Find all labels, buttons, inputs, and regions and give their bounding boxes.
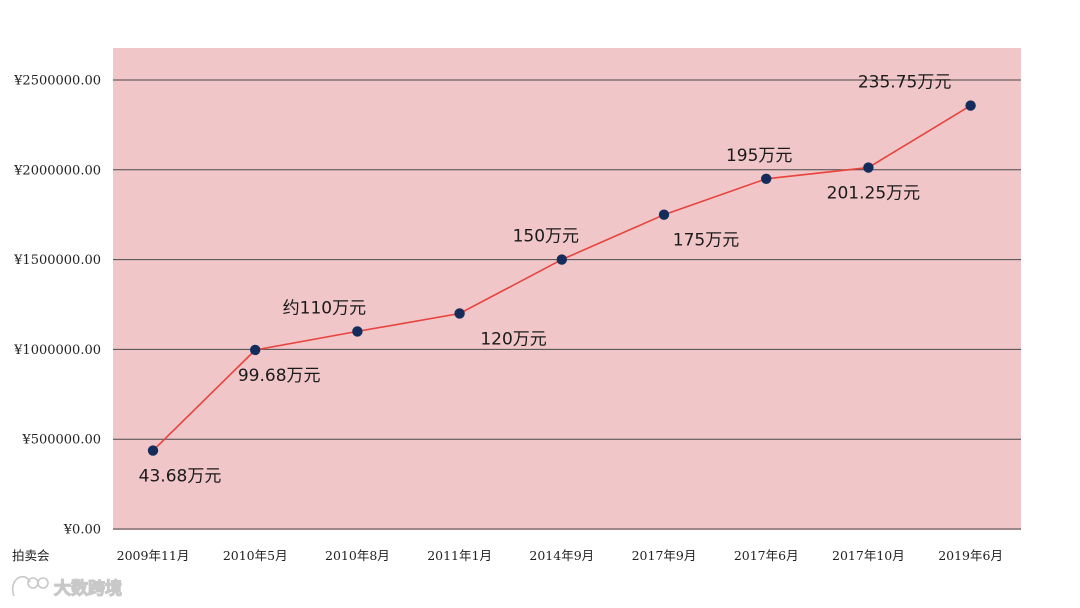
data-points: [147, 100, 976, 456]
x-tick-label: 2017年9月: [632, 548, 697, 563]
data-label: 99.68万元: [238, 366, 321, 386]
y-axis-ticks: ¥0.00 ¥500000.00 ¥1000000.00 ¥1500000.00 ¥20…: [13, 74, 101, 538]
x-tick-label: 2009年11月: [117, 548, 190, 563]
y-tick-label: ¥500000.00: [21, 433, 101, 448]
x-tick-label: 2017年6月: [734, 548, 799, 563]
data-label: 约110万元: [283, 298, 366, 318]
data-labels: 43.68万元 99.68万元 约110万元 120万元 150万元 175万元 195万元…: [139, 73, 952, 487]
data-label: 43.68万元: [139, 467, 222, 487]
data-label: 195万元: [726, 146, 792, 166]
data-label: 201.25万元: [827, 184, 920, 204]
x-tick-label: 2011年1月: [427, 548, 492, 563]
plot-area: [113, 48, 1021, 530]
data-point: [250, 344, 261, 356]
data-point: [556, 254, 567, 265]
data-point: [352, 326, 363, 337]
x-tick-label: 2014年9月: [529, 548, 594, 563]
data-label: 120万元: [480, 329, 546, 349]
x-tick-label: 2010年8月: [325, 548, 390, 563]
data-label: 175万元: [673, 231, 739, 251]
watermark-text: 大数跨境: [54, 578, 122, 599]
gridlines: [113, 79, 1021, 530]
x-tick-label: 2017年10月: [832, 548, 905, 563]
y-tick-label: ¥2000000.00: [13, 163, 101, 178]
y-tick-label: ¥0.00: [63, 523, 101, 538]
data-label: 150万元: [513, 227, 579, 247]
data-point: [454, 308, 465, 319]
data-label: 235.75万元: [858, 73, 951, 93]
y-tick-label: ¥1000000.00: [13, 343, 101, 358]
x-tick-label: 2019年6月: [938, 548, 1003, 563]
y-tick-label: ¥1500000.00: [13, 253, 101, 268]
data-point: [761, 173, 772, 184]
y-tick-label: ¥2500000.00: [13, 74, 101, 89]
logo-icon: [11, 575, 49, 597]
data-point: [965, 100, 976, 111]
watermark: 大数跨境: [11, 575, 123, 600]
x-axis-ticks: 2009年11月 2010年5月 2010年8月 2011年1月 2014年9月 2017…: [117, 548, 1003, 563]
data-point: [863, 162, 874, 173]
x-tick-label: 2010年5月: [223, 548, 288, 563]
x-axis-title: 拍卖会: [12, 548, 50, 563]
data-point: [147, 445, 159, 456]
data-point: [658, 209, 670, 220]
